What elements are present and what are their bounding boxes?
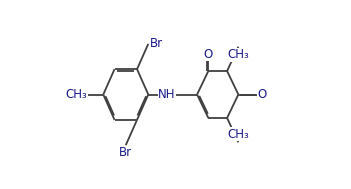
Text: NH: NH <box>158 88 176 101</box>
Text: CH₃: CH₃ <box>227 48 249 61</box>
Text: O: O <box>204 48 213 61</box>
Text: O: O <box>258 88 267 101</box>
Text: CH₃: CH₃ <box>66 88 87 101</box>
Text: Br: Br <box>150 37 163 50</box>
Text: CH₃: CH₃ <box>227 128 249 141</box>
Text: Br: Br <box>119 146 132 159</box>
